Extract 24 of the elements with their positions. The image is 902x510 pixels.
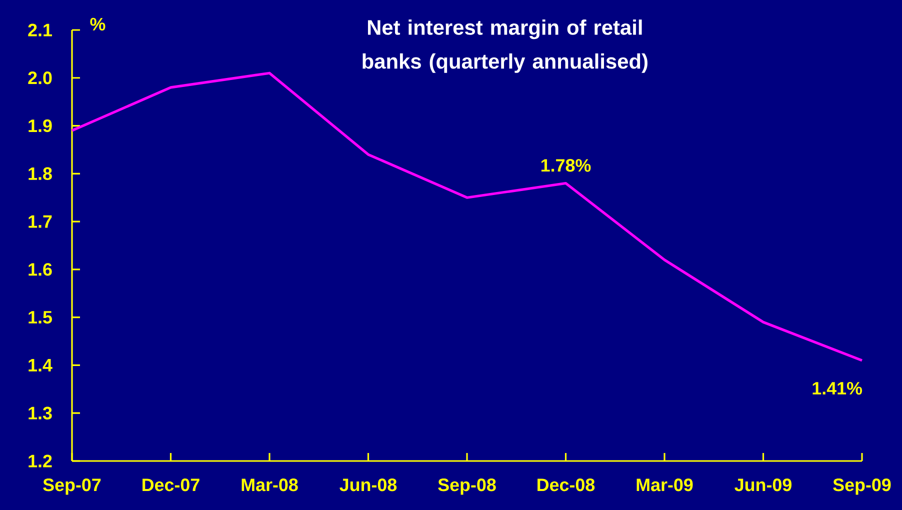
y-tick-label: 1.7: [28, 215, 52, 228]
x-tick-label: Mar-09: [636, 478, 693, 492]
x-tick-label: Jun-09: [734, 478, 792, 492]
chart-title: Net interest margin of retail banks (quarterly annualised): [362, 20, 648, 73]
y-tick-label: 1.5: [28, 311, 52, 324]
y-axis-title: %: [90, 18, 106, 30]
y-tick-label: 1.6: [28, 263, 52, 276]
x-tick-label: Dec-08: [538, 478, 595, 492]
y-tick-label: 1.4: [28, 359, 52, 372]
line-series: [70, 72, 864, 362]
y-tick-label: 2.0: [28, 72, 52, 84]
y-tick-label: 1.3: [28, 406, 52, 420]
y-tick-label: 2.1: [28, 24, 52, 36]
y-tick-label: 1.9: [28, 119, 52, 132]
x-tick-label: Sep-09: [833, 478, 891, 495]
data-label: 1.78%: [541, 159, 591, 172]
x-tick-label: Sep-08: [438, 478, 496, 495]
x-tick-label: Sep-07: [43, 478, 101, 495]
y-tick-label: 1.8: [28, 167, 52, 180]
x-tick-label: Dec-07: [142, 478, 200, 492]
x-tick-label: Mar-08: [242, 478, 298, 492]
data-label: 1.41%: [812, 382, 862, 395]
y-tick-label: 1.2: [28, 454, 52, 468]
x-tick-label: Jun-08: [340, 478, 397, 492]
